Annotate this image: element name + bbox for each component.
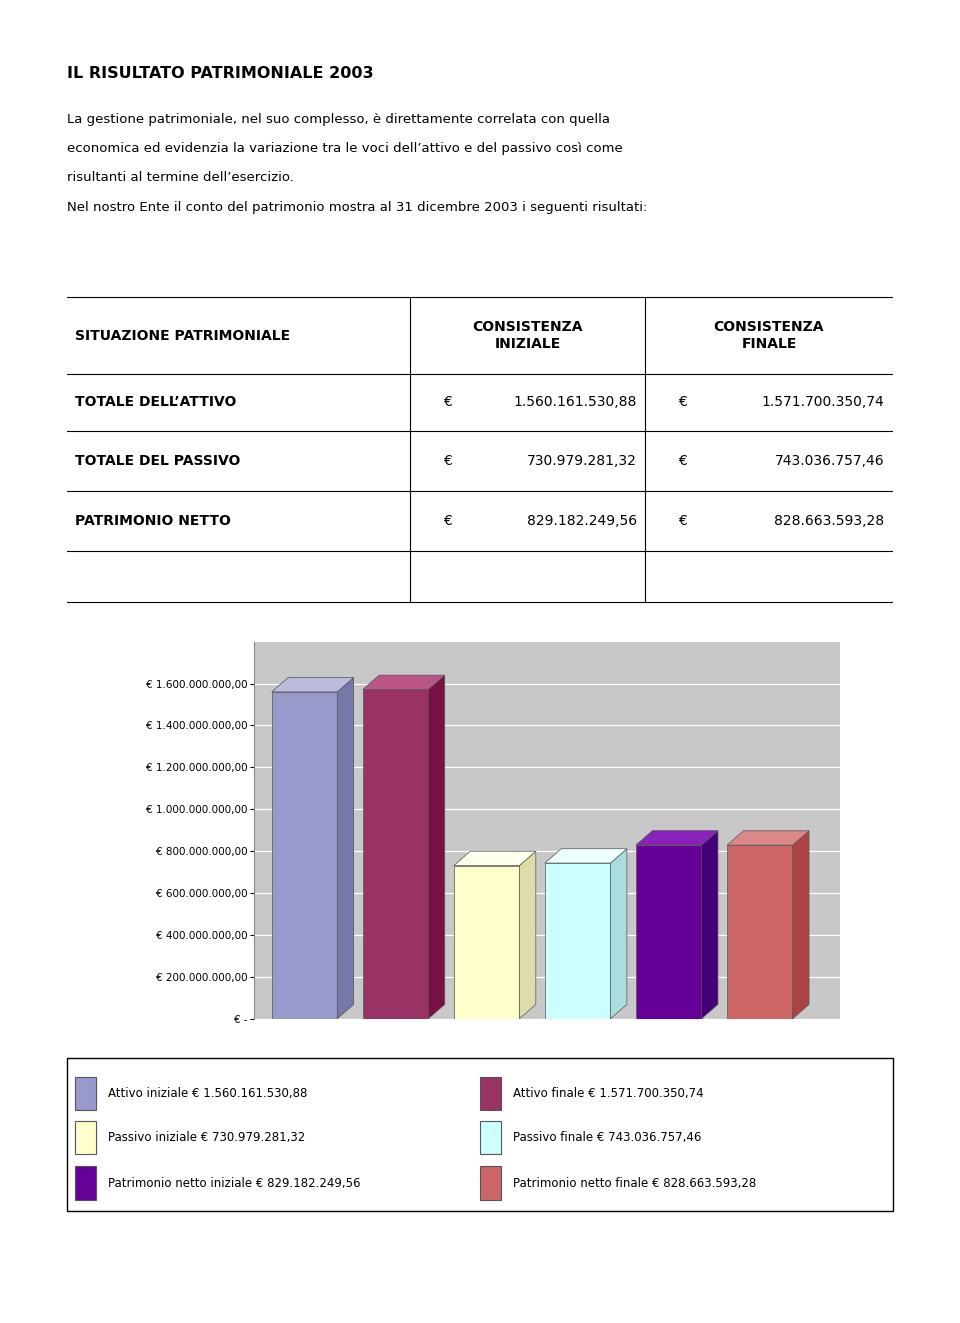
Text: 730.979.281,32: 730.979.281,32	[527, 454, 636, 468]
Text: €: €	[443, 454, 451, 468]
Polygon shape	[636, 831, 718, 845]
Text: 743.036.757,46: 743.036.757,46	[775, 454, 884, 468]
FancyBboxPatch shape	[67, 1058, 893, 1211]
Text: risultanti al termine dell’esercizio.: risultanti al termine dell’esercizio.	[67, 172, 294, 184]
Text: IL RISULTATO PATRIMONIALE 2003: IL RISULTATO PATRIMONIALE 2003	[67, 66, 373, 81]
Text: 828.663.593,28: 828.663.593,28	[775, 515, 884, 528]
Bar	[545, 863, 611, 1019]
Bar	[363, 689, 428, 1019]
Text: Patrimonio netto iniziale € 829.182.249,56: Patrimonio netto iniziale € 829.182.249,…	[108, 1176, 361, 1189]
Polygon shape	[793, 831, 809, 1019]
FancyBboxPatch shape	[76, 1077, 96, 1110]
Text: 114   Qualche numero ...: 114 Qualche numero ...	[48, 1281, 258, 1297]
Polygon shape	[702, 831, 718, 1019]
Text: €: €	[678, 396, 687, 409]
Text: €: €	[678, 454, 687, 468]
Text: CONSISTENZA
INIZIALE: CONSISTENZA INIZIALE	[472, 320, 583, 351]
Text: SITUAZIONE PATRIMONIALE: SITUAZIONE PATRIMONIALE	[76, 328, 291, 343]
Text: La gestione patrimoniale, nel suo complesso, è direttamente correlata con quella: La gestione patrimoniale, nel suo comple…	[67, 112, 611, 126]
Polygon shape	[545, 849, 627, 863]
Text: PATRIMONIO NETTO: PATRIMONIO NETTO	[76, 515, 231, 528]
Text: 1.571.700.350,74: 1.571.700.350,74	[762, 396, 884, 409]
Text: Attivo finale € 1.571.700.350,74: Attivo finale € 1.571.700.350,74	[513, 1088, 704, 1099]
Bar	[454, 865, 519, 1019]
Text: Passivo finale € 743.036.757,46: Passivo finale € 743.036.757,46	[513, 1131, 702, 1144]
Text: TOTALE DEL PASSIVO: TOTALE DEL PASSIVO	[76, 454, 241, 468]
Polygon shape	[337, 677, 353, 1019]
Polygon shape	[454, 851, 536, 865]
Text: Patrimonio netto finale € 828.663.593,28: Patrimonio netto finale € 828.663.593,28	[513, 1176, 756, 1189]
Text: Attivo iniziale € 1.560.161.530,88: Attivo iniziale € 1.560.161.530,88	[108, 1088, 308, 1099]
Text: Passivo iniziale € 730.979.281,32: Passivo iniziale € 730.979.281,32	[108, 1131, 305, 1144]
Text: TOTALE DELL’ATTIVO: TOTALE DELL’ATTIVO	[76, 396, 237, 409]
FancyBboxPatch shape	[76, 1121, 96, 1154]
Polygon shape	[363, 675, 444, 689]
Text: €: €	[443, 396, 451, 409]
FancyBboxPatch shape	[480, 1167, 501, 1200]
Polygon shape	[611, 849, 627, 1019]
Polygon shape	[519, 851, 536, 1019]
Polygon shape	[272, 677, 353, 692]
Bar	[636, 845, 702, 1019]
FancyBboxPatch shape	[480, 1077, 501, 1110]
Text: Nel nostro Ente il conto del patrimonio mostra al 31 dicembre 2003 i seguenti ri: Nel nostro Ente il conto del patrimonio …	[67, 201, 648, 213]
Text: €: €	[443, 515, 451, 528]
FancyBboxPatch shape	[76, 1167, 96, 1200]
Bar	[727, 845, 793, 1019]
Text: economica ed evidenzia la variazione tra le voci dell’attivo e del passivo così : economica ed evidenzia la variazione tra…	[67, 142, 623, 155]
Polygon shape	[428, 675, 444, 1019]
Text: 1.560.161.530,88: 1.560.161.530,88	[514, 396, 636, 409]
Text: 829.182.249,56: 829.182.249,56	[527, 515, 636, 528]
Text: €: €	[678, 515, 687, 528]
Polygon shape	[727, 831, 809, 845]
FancyBboxPatch shape	[480, 1121, 501, 1154]
Text: Bilancio Sociale 2003: Bilancio Sociale 2003	[730, 1281, 912, 1297]
Text: CONSISTENZA
FINALE: CONSISTENZA FINALE	[713, 320, 825, 351]
Bar	[272, 692, 337, 1019]
